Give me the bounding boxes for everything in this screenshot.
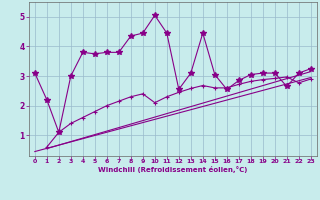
X-axis label: Windchill (Refroidissement éolien,°C): Windchill (Refroidissement éolien,°C) xyxy=(98,166,247,173)
